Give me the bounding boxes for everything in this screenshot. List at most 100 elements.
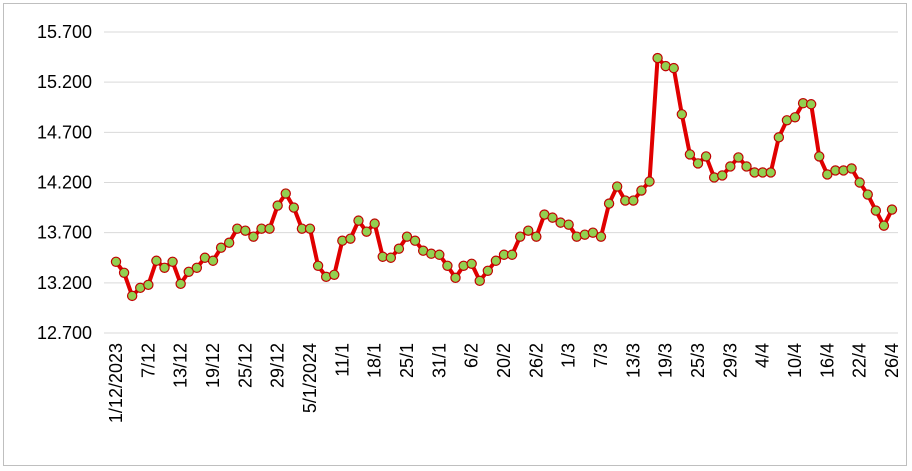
x-tick-label: 25/3	[688, 343, 708, 378]
data-point	[733, 152, 744, 163]
data-point	[126, 290, 138, 302]
data-point	[159, 262, 170, 273]
data-point	[450, 272, 461, 284]
x-tick-label: 25/1	[397, 343, 417, 378]
data-point	[248, 231, 259, 242]
series-line	[114, 56, 894, 298]
data-point	[814, 151, 825, 162]
y-tick-label: 13.200	[37, 273, 92, 293]
data-point	[886, 204, 898, 215]
data-point	[652, 52, 663, 64]
data-point	[700, 151, 712, 162]
data-point	[878, 220, 890, 231]
data-point	[870, 205, 882, 216]
data-point	[854, 177, 865, 188]
data-point	[312, 260, 324, 271]
x-tick-label: 29/12	[268, 343, 288, 388]
chart-frame	[3, 3, 907, 466]
data-point	[272, 200, 283, 211]
data-point	[611, 181, 623, 192]
data-point	[789, 112, 801, 123]
data-point	[717, 170, 728, 181]
data-point	[369, 218, 380, 229]
data-point	[223, 237, 235, 248]
data-point	[773, 132, 785, 143]
y-tick-label: 15.200	[37, 72, 92, 92]
data-point	[118, 267, 130, 278]
y-tick-label: 14.700	[37, 122, 92, 142]
y-tick-label: 14.200	[37, 173, 92, 193]
data-point	[547, 212, 558, 223]
y-axis-tick-labels: 12.700 13.200 13.700 14.200 14.700 15.200 15.7…	[37, 22, 92, 343]
data-point	[805, 99, 817, 110]
data-point	[207, 255, 219, 266]
x-tick-label: 20/2	[494, 343, 514, 378]
y-tick-label: 12.700	[37, 323, 92, 343]
x-tick-label: 19/12	[203, 343, 223, 388]
data-point	[474, 275, 485, 287]
data-point	[587, 227, 599, 238]
data-point	[628, 195, 639, 206]
data-point	[401, 231, 413, 242]
data-point	[531, 231, 542, 242]
data-point	[644, 176, 655, 187]
x-tick-label: 7/12	[138, 343, 158, 378]
data-point	[514, 231, 526, 242]
x-tick-label: 19/3	[656, 343, 676, 378]
data-point	[264, 223, 275, 234]
data-point	[506, 249, 518, 260]
x-tick-label: 22/4	[850, 343, 870, 378]
x-tick-label: 1/3	[559, 343, 579, 368]
data-point	[668, 62, 679, 74]
x-tick-label: 25/12	[235, 343, 255, 388]
x-axis-tick-labels: 1/12/2023 7/12 13/12 19/12 25/12 29/12 5/1/202…	[106, 343, 902, 423]
data-point	[361, 226, 372, 237]
x-tick-label: 31/1	[429, 343, 449, 378]
data-point	[636, 185, 647, 196]
data-point	[822, 169, 833, 180]
data-point	[482, 265, 494, 276]
data-point	[765, 167, 776, 178]
data-point	[595, 231, 607, 242]
data-point	[385, 252, 397, 263]
x-tick-label: 13/3	[623, 343, 643, 378]
data-point	[434, 249, 445, 260]
data-point	[409, 235, 421, 246]
data-point	[215, 242, 227, 253]
x-tick-label: 18/1	[365, 343, 385, 378]
data-point	[329, 269, 340, 281]
data-point	[151, 255, 162, 266]
data-point	[183, 266, 194, 277]
data-point	[288, 202, 300, 213]
x-tick-label: 26/2	[526, 343, 546, 378]
data-point	[603, 198, 615, 209]
y-tick-label: 15.700	[37, 22, 92, 42]
data-point	[393, 243, 405, 254]
data-point	[280, 188, 291, 199]
data-point	[862, 189, 873, 200]
data-point	[692, 158, 704, 169]
data-point	[523, 225, 534, 236]
data-point	[353, 215, 364, 226]
data-point	[741, 161, 752, 172]
x-tick-label: 10/4	[785, 343, 805, 378]
data-point	[175, 278, 186, 290]
data-point	[167, 256, 178, 267]
data-point	[345, 233, 356, 244]
data-point	[191, 262, 203, 273]
data-point	[676, 109, 688, 120]
x-tick-label: 11/1	[332, 343, 352, 377]
x-tick-label: 16/4	[817, 343, 837, 378]
x-tick-label: 26/4	[882, 343, 902, 378]
y-tick-label: 13.700	[37, 223, 92, 243]
data-point	[110, 256, 122, 267]
data-point	[563, 219, 574, 230]
x-tick-label: 13/12	[171, 343, 191, 388]
data-points	[110, 52, 898, 302]
data-point	[846, 163, 857, 174]
data-point	[490, 255, 502, 266]
x-tick-label: 7/3	[591, 343, 611, 368]
x-tick-label: 4/4	[753, 343, 773, 368]
data-point	[725, 161, 736, 172]
